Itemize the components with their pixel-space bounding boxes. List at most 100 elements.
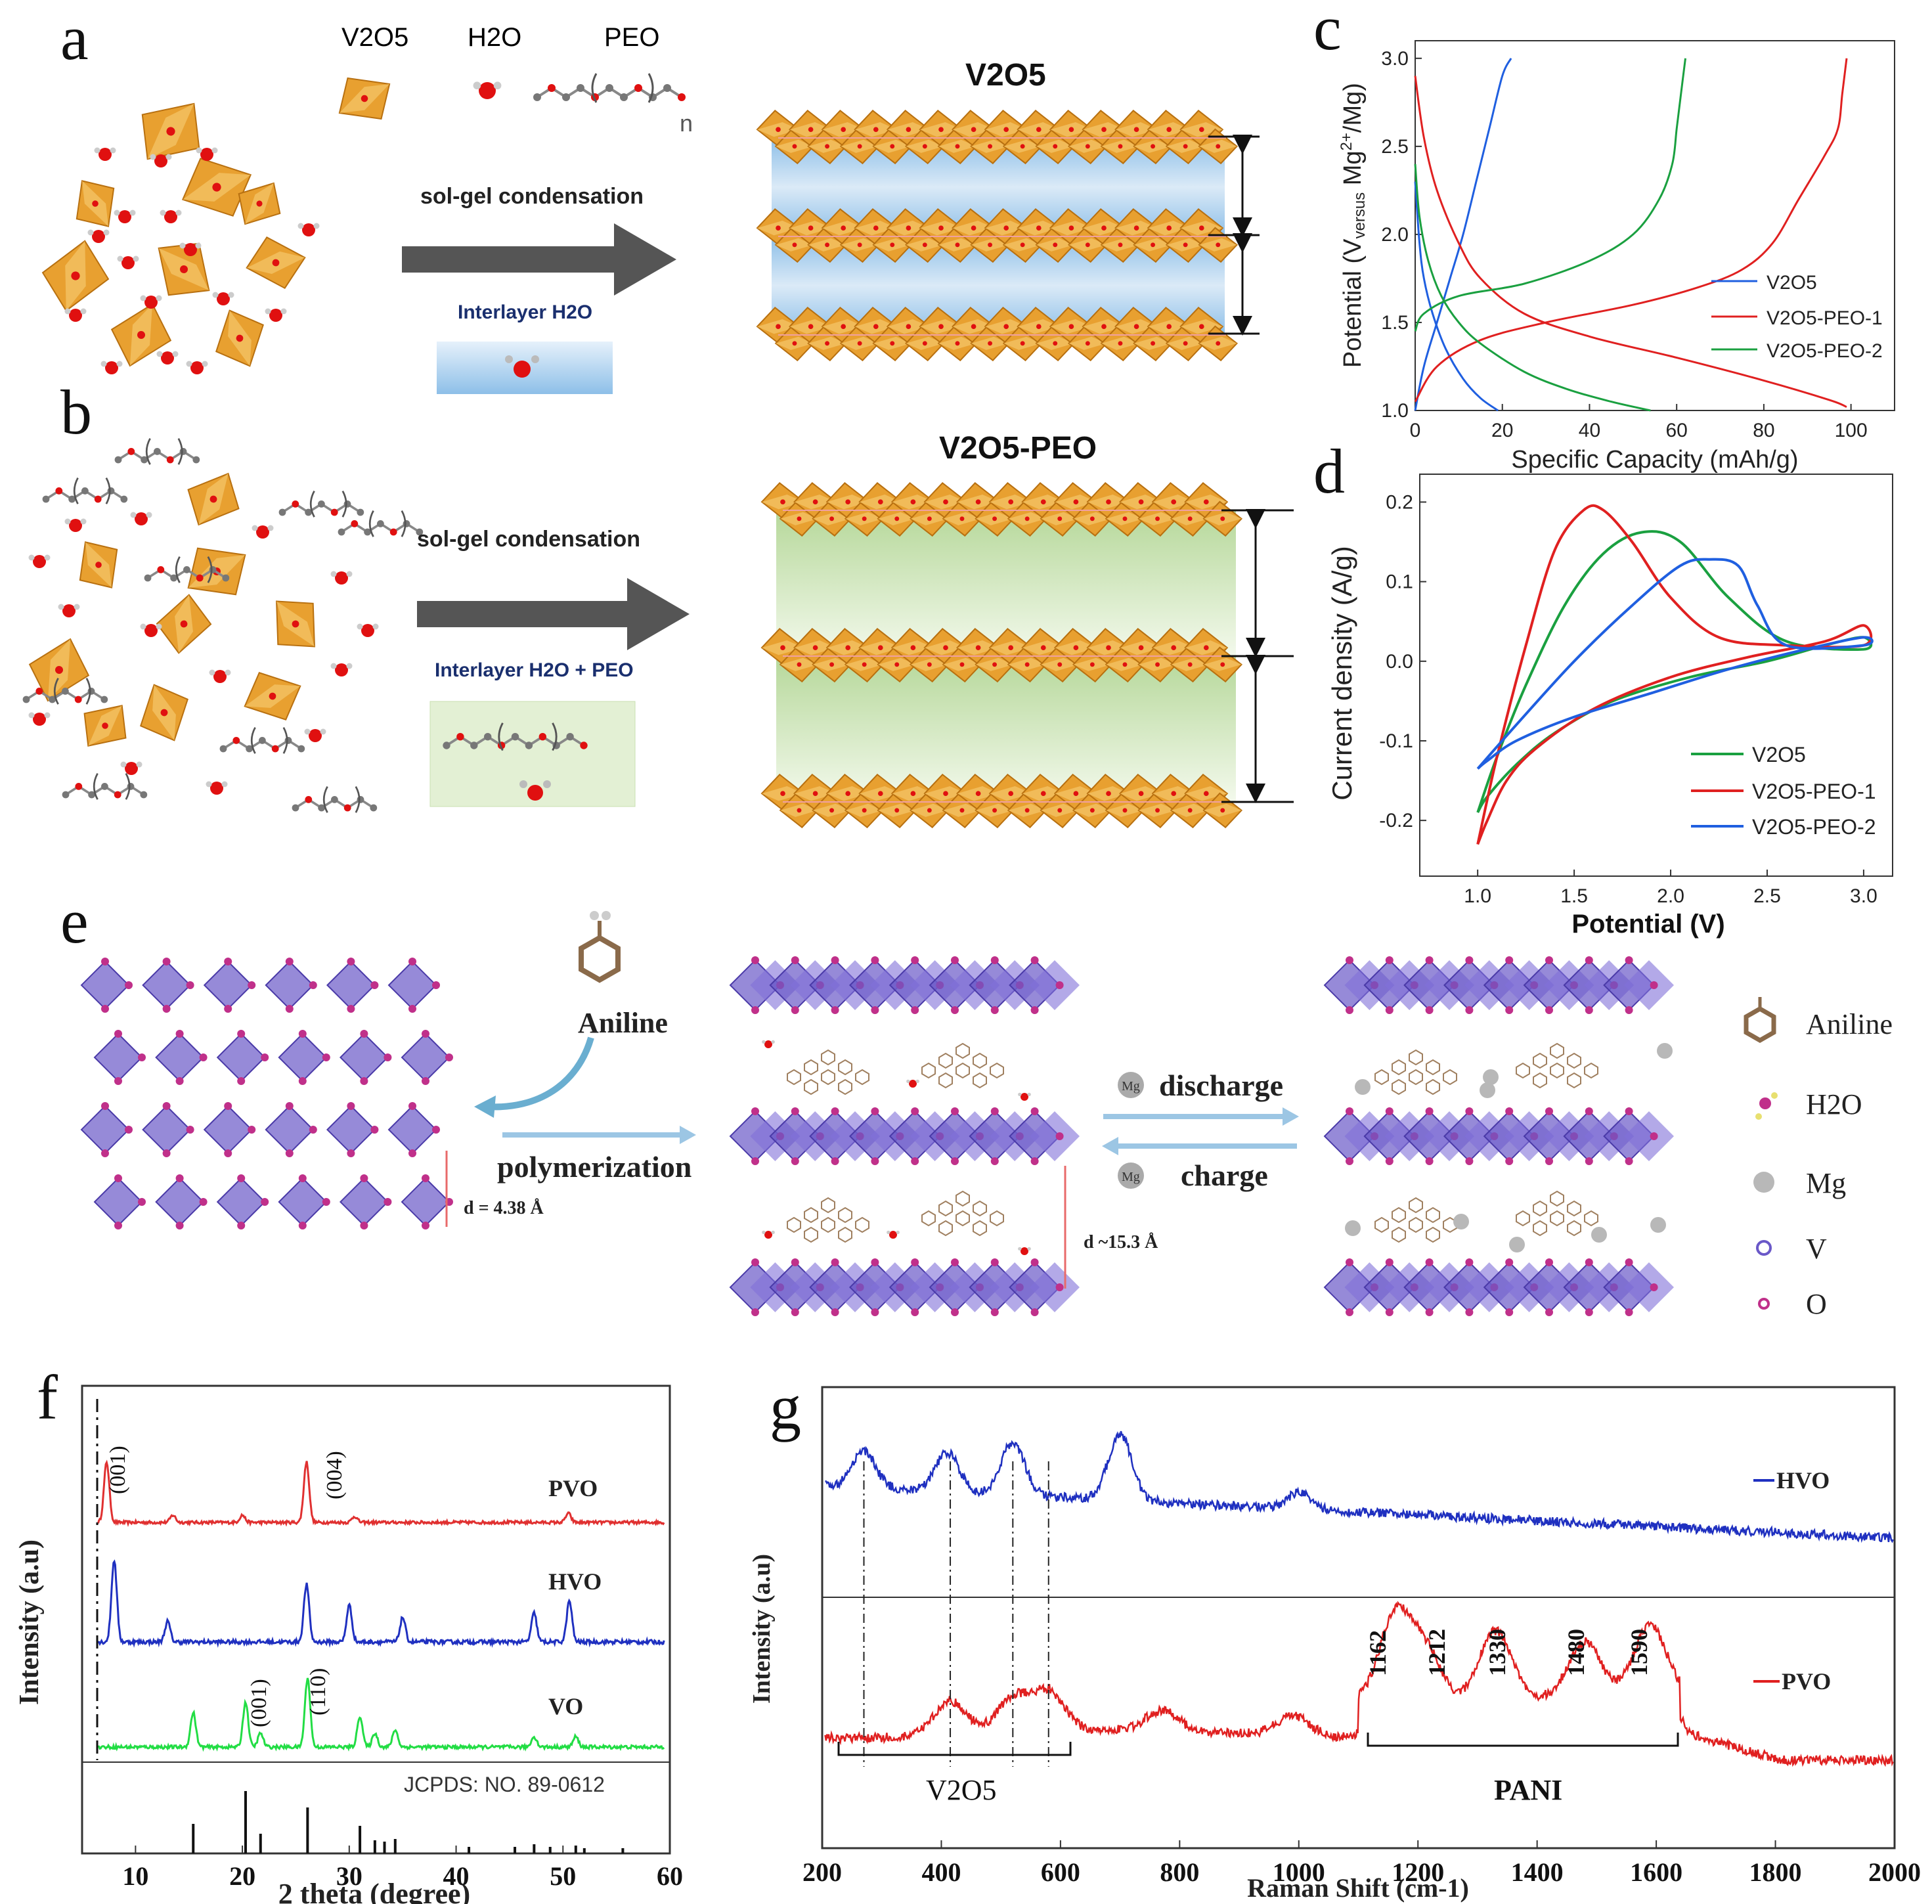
v-polyhedron	[326, 1105, 376, 1155]
octahedron-center	[209, 495, 217, 503]
label-f-vo: VO	[548, 1693, 583, 1719]
octahedron-center	[776, 225, 781, 231]
v-polyhedron	[278, 1032, 328, 1082]
v-polyhedron-back	[1624, 960, 1674, 1010]
octahedron-center	[1166, 127, 1172, 133]
v-polyhedron	[93, 1177, 143, 1227]
o-atom	[1425, 1258, 1434, 1266]
o-atom	[1425, 1107, 1434, 1115]
legend-g: HVO PVO	[1753, 1467, 1831, 1694]
octahedron-center	[829, 662, 835, 667]
v-polyhedron	[155, 1177, 205, 1227]
o-atom	[360, 1077, 368, 1085]
o-atom	[1625, 1006, 1633, 1014]
benzene-ring	[804, 1078, 818, 1096]
peo-atom	[525, 742, 533, 749]
octahedron-center	[812, 791, 818, 797]
octahedron-center	[857, 242, 862, 248]
octahedron-center	[160, 709, 168, 717]
octahedron-center	[959, 662, 965, 667]
y-tick-label: -0.1	[1379, 730, 1413, 752]
o-atom	[1385, 1006, 1394, 1014]
v-atom-icon	[1756, 1240, 1772, 1256]
reference-sticks-f	[192, 1791, 625, 1853]
v-polyhedron	[265, 1105, 315, 1155]
o-atom	[990, 1308, 999, 1316]
series-c-2-discharge	[1414, 164, 1651, 412]
octahedron-center	[780, 499, 785, 505]
octahedron-icon	[338, 77, 391, 120]
hydrogen-atom	[195, 242, 202, 249]
o-atom	[114, 1174, 122, 1182]
hydrogen-atom	[64, 518, 71, 525]
octahedron-center	[862, 808, 867, 813]
o-atom	[1346, 1157, 1353, 1165]
peo-atom	[634, 84, 642, 92]
benzene-ring	[1409, 1049, 1423, 1066]
legend-h2o-label: H2O	[468, 23, 521, 52]
precursor-peo-b	[144, 556, 230, 583]
v-polyhedron-back	[1030, 1262, 1080, 1312]
o-atom	[237, 1222, 246, 1229]
xlabel-f: 2 theta (degree)	[278, 1878, 470, 1904]
octahedron-center	[1085, 341, 1090, 346]
benzene-ring	[938, 1200, 953, 1217]
benzene-ring	[938, 1052, 953, 1069]
arrow-a	[402, 223, 676, 296]
hydrogen-atom	[120, 761, 127, 768]
o-atom	[1585, 1157, 1593, 1165]
legend-c-1: V2O5-PEO-1	[1767, 307, 1883, 329]
charge-arrowhead	[1102, 1137, 1118, 1155]
o-atom	[1030, 1006, 1039, 1014]
panel-label-d: d	[1313, 436, 1345, 506]
benzene-ring	[1550, 1190, 1564, 1207]
mg-atom	[1483, 1069, 1499, 1085]
annot-f-110: (110)	[306, 1668, 330, 1716]
o-atom	[261, 1053, 269, 1061]
peo-atom	[484, 733, 492, 741]
peo-atom	[166, 456, 174, 464]
peo-atom	[318, 500, 325, 508]
octahedron-center	[1024, 516, 1030, 521]
benzene-ring	[1409, 1197, 1423, 1214]
peo-atom	[94, 495, 102, 503]
octahedron-center	[1171, 645, 1177, 651]
hydrogen-atom	[186, 361, 192, 367]
o-atom	[1346, 1308, 1353, 1316]
o-atom	[162, 1102, 171, 1110]
peo-bracket-left	[368, 510, 374, 537]
o-atom	[871, 1157, 879, 1165]
benzene-ring	[938, 1072, 953, 1089]
o-atom	[261, 1198, 269, 1206]
peo-atom	[157, 566, 165, 573]
peo-atom	[577, 84, 584, 92]
octahedron-center	[212, 183, 221, 192]
o-atom	[186, 1126, 194, 1134]
schematic-panel-e: e Aniline polymerization d = 4.38 Å d ~1…	[60, 886, 1893, 1320]
v-polyhedron-back	[1624, 1111, 1674, 1161]
hydrogen-atom	[80, 518, 87, 525]
legend-d: V2O5 V2O5-PEO-1 V2O5-PEO-2	[1691, 743, 1876, 839]
hydrogen-atom	[44, 712, 51, 719]
benzene-ring	[955, 1062, 970, 1079]
mg-atom	[1480, 1082, 1495, 1098]
octahedron-center	[1187, 516, 1193, 521]
o-atom	[422, 1222, 429, 1229]
octahedron-center	[943, 499, 948, 505]
benzene-ring	[1533, 1200, 1547, 1217]
peo-bracket-left	[93, 772, 99, 800]
o-atom	[951, 1157, 959, 1165]
o-atom	[1585, 1006, 1593, 1014]
oxygen-atom	[764, 1231, 772, 1239]
octahedron-center	[894, 808, 900, 813]
hydrogen-atom	[297, 223, 304, 229]
octahedron-center	[1216, 341, 1221, 346]
x-tick-label: 100	[1835, 420, 1868, 441]
o-atom	[248, 1126, 256, 1134]
panel-label-b: b	[60, 377, 92, 447]
peo-atom	[605, 84, 613, 92]
oxygen-atom	[256, 525, 269, 539]
octahedron-center	[825, 144, 830, 149]
octahedron-center	[1220, 808, 1225, 813]
